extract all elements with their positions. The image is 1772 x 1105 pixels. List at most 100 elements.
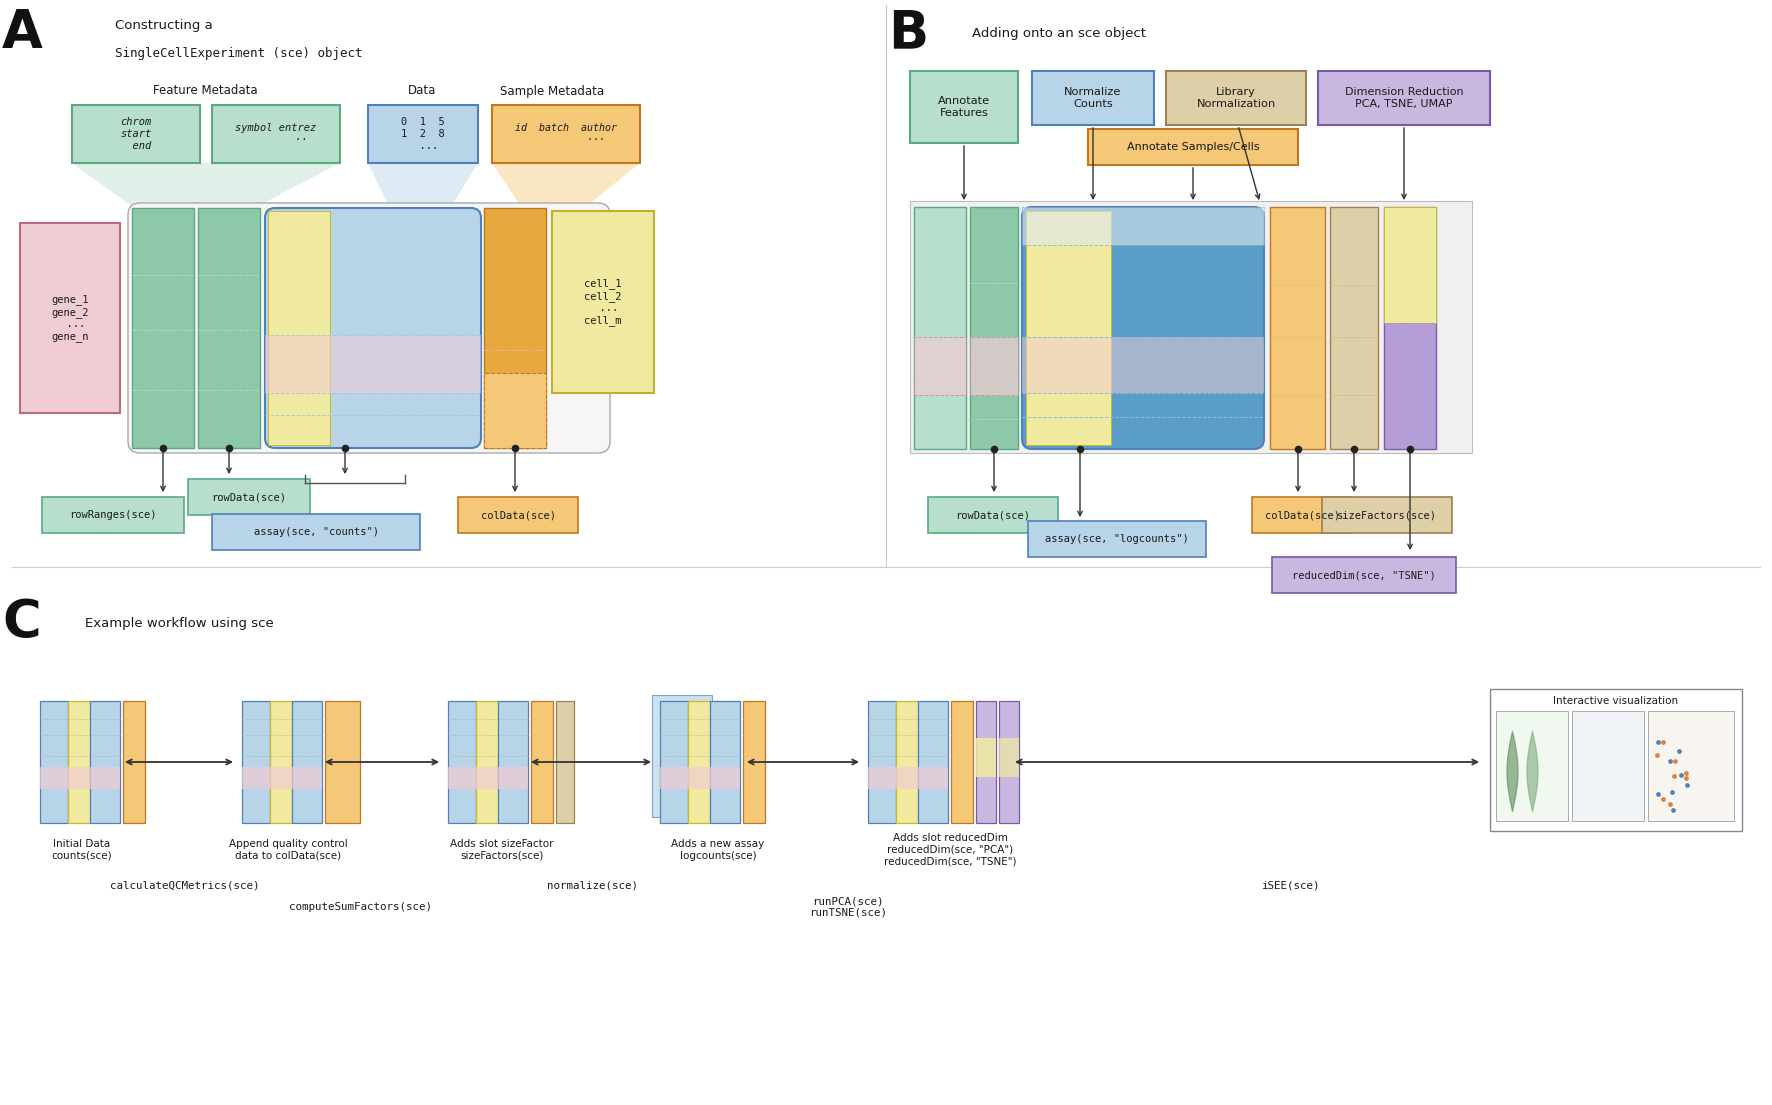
Bar [868,701,897,823]
Text: assay(sce, "counts"): assay(sce, "counts") [253,527,379,537]
Bar [914,337,966,394]
Bar [198,208,260,448]
Text: iSEE(sce): iSEE(sce) [1260,880,1318,890]
Bar [1490,690,1742,831]
Text: colData(sce): colData(sce) [1265,511,1340,520]
Bar [43,497,184,533]
Bar [457,497,578,533]
Bar [742,701,766,823]
Text: normalize(sce): normalize(sce) [546,880,638,890]
Text: Dimension Reduction
PCA, TSNE, UMAP: Dimension Reduction PCA, TSNE, UMAP [1345,87,1464,108]
Text: rowData(sce): rowData(sce) [955,511,1031,520]
Bar [1088,129,1299,165]
Text: cell_1
cell_2
  ...
cell_m: cell_1 cell_2 ... cell_m [585,278,622,326]
Bar [122,701,145,823]
Bar [1022,207,1263,245]
Bar [484,373,546,448]
Point [1655,751,1683,769]
Text: sizeFactors(sce): sizeFactors(sce) [1338,511,1437,520]
Text: Constructing a: Constructing a [115,19,213,32]
Bar [324,701,360,823]
Bar [659,701,688,823]
Bar [1026,211,1111,445]
Point [1644,734,1673,751]
Text: id  batch  author
          ···: id batch author ··· [516,123,617,145]
Text: SingleCellExperiment (sce) object: SingleCellExperiment (sce) object [115,46,363,60]
Bar [448,767,528,789]
Bar [911,71,1017,143]
Text: Adds slot reducedDim
reducedDim(sce, "PCA")
reducedDim(sce, "TSNE"): Adds slot reducedDim reducedDim(sce, "PC… [884,833,1017,866]
Text: chrom
start
  end: chrom start end [120,117,152,150]
Polygon shape [493,164,640,206]
Text: Data: Data [408,84,436,97]
Polygon shape [369,164,478,206]
Text: Feature Metadata: Feature Metadata [152,84,257,97]
Bar [1031,71,1154,125]
Bar [1022,337,1263,393]
Bar [1648,711,1735,821]
Point [1659,801,1687,819]
Bar [952,701,973,823]
Bar [1384,207,1435,323]
Text: Annotate
Features: Annotate Features [937,96,991,118]
Bar [73,105,200,164]
Bar [41,701,67,823]
Point [1648,734,1676,751]
FancyBboxPatch shape [266,208,480,448]
Bar [477,701,498,823]
Bar [1331,207,1379,449]
Bar [897,701,918,823]
Bar [1028,520,1207,557]
FancyBboxPatch shape [1022,207,1263,449]
Bar [911,201,1473,453]
Text: A: A [2,7,43,59]
Bar [448,701,477,823]
Point [1650,790,1678,808]
Bar [1572,711,1644,821]
Point [1673,769,1701,787]
Bar [652,695,712,817]
Bar [243,701,269,823]
Text: Annotate Samples/Cells: Annotate Samples/Cells [1127,143,1260,152]
Bar [1271,207,1325,449]
Bar [868,767,948,789]
Bar [1272,557,1457,593]
Bar [90,701,120,823]
Text: Interactive visualization: Interactive visualization [1554,696,1678,706]
Text: Example workflow using sce: Example workflow using sce [85,617,273,630]
Text: Initial Data
counts(sce): Initial Data counts(sce) [51,839,112,861]
Point [1660,753,1689,770]
Point [1643,746,1671,764]
Bar [213,105,340,164]
Text: rowData(sce): rowData(sce) [211,492,287,502]
Point [1666,741,1694,759]
Text: reducedDim(sce, "TSNE"): reducedDim(sce, "TSNE") [1292,570,1435,580]
Bar [553,211,654,393]
Text: Adds a new assay
logcounts(sce): Adds a new assay logcounts(sce) [672,839,766,861]
Bar [243,767,323,789]
Point [1659,767,1687,785]
Text: colData(sce): colData(sce) [480,511,555,520]
Bar [976,701,996,823]
Point [1671,765,1699,782]
Point [1659,783,1687,801]
Bar [188,478,310,515]
Bar [969,337,1017,394]
Bar [484,208,546,448]
Bar [1384,323,1435,449]
Bar [1318,71,1490,125]
Bar [41,767,120,789]
Bar [688,701,711,823]
Bar [914,207,966,449]
Bar [213,514,420,550]
Point [1644,785,1673,802]
Bar [532,701,553,823]
Text: C: C [2,597,41,649]
Bar [498,701,528,823]
Text: Normalize
Counts: Normalize Counts [1065,87,1122,108]
Bar [268,211,330,445]
Bar [999,738,1019,777]
Text: Library
Normalization: Library Normalization [1196,87,1276,108]
Text: symbol entrez
        ··: symbol entrez ·· [236,123,317,145]
Text: rowRanges(sce): rowRanges(sce) [69,511,156,520]
